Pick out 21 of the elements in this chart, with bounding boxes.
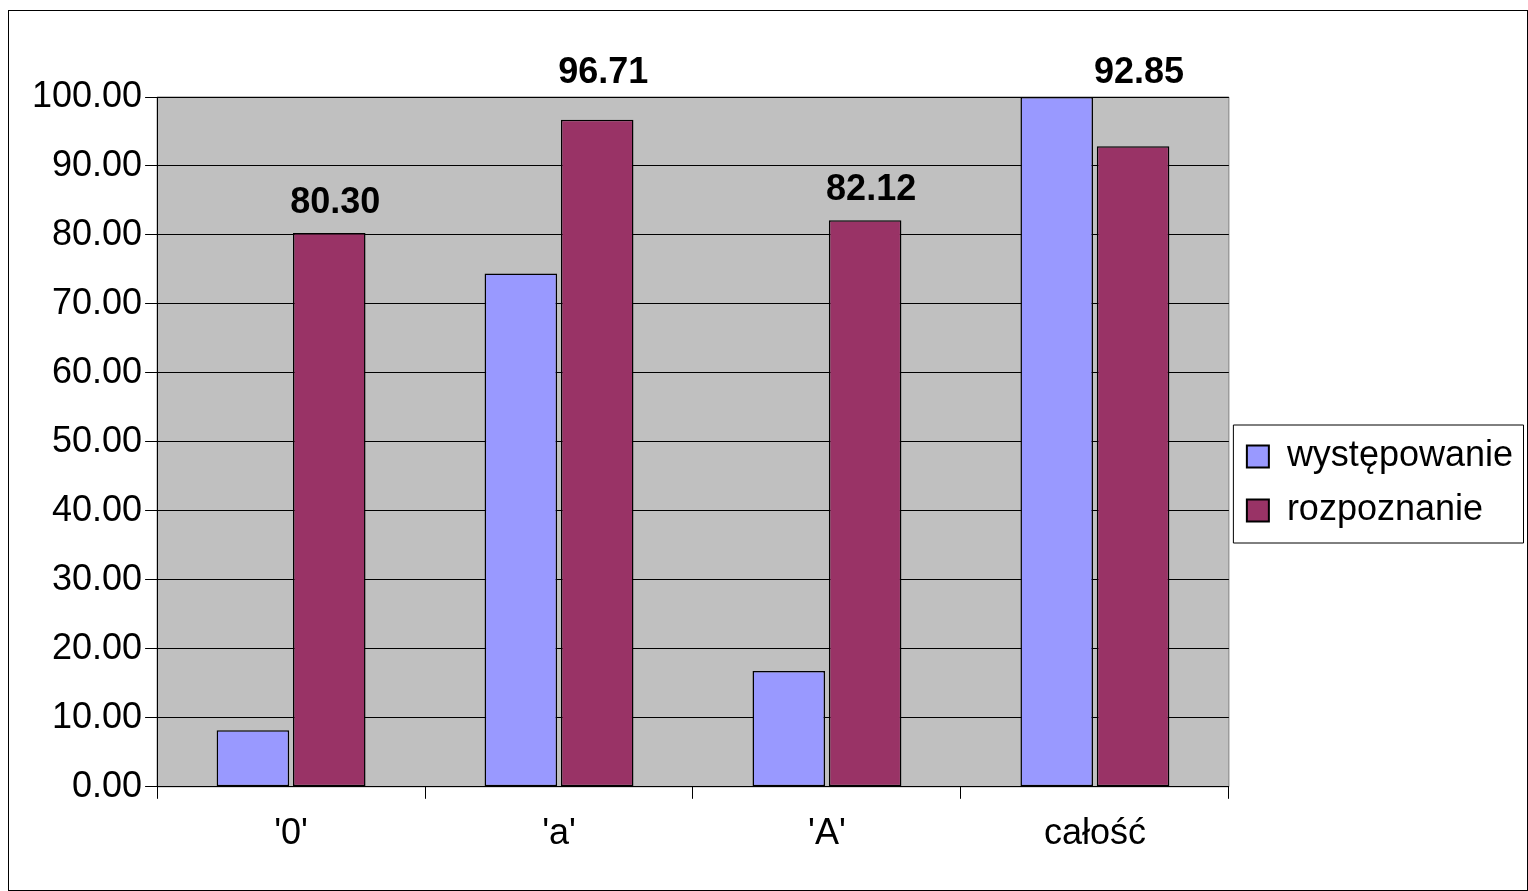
- y-tick-label: 70.00: [52, 280, 143, 322]
- data-label: 82.12: [826, 167, 917, 209]
- y-tick-label: 50.00: [52, 418, 143, 460]
- y-tick-label: 80.00: [52, 211, 143, 253]
- x-tick-label: 'a': [542, 811, 576, 853]
- y-tick-label: 90.00: [52, 142, 143, 184]
- y-tick-label: 30.00: [52, 556, 143, 598]
- data-label: 96.71: [558, 49, 649, 91]
- y-tick-label: 40.00: [52, 487, 143, 529]
- y-tick-label: 0.00: [72, 763, 143, 805]
- data-label: 92.85: [1094, 49, 1185, 91]
- data-label: 80.30: [290, 179, 381, 221]
- y-tick-label: 60.00: [52, 349, 143, 391]
- y-tick-label: 100.00: [32, 73, 143, 115]
- legend-label: występowanie: [1285, 433, 1513, 475]
- x-tick-label: 'A': [808, 811, 846, 853]
- y-tick-label: 10.00: [52, 694, 143, 736]
- x-tick-label: '0': [274, 811, 308, 853]
- legend-label: rozpoznanie: [1286, 487, 1484, 529]
- x-tick-label: całość: [1043, 811, 1146, 853]
- y-tick-label: 20.00: [52, 625, 143, 667]
